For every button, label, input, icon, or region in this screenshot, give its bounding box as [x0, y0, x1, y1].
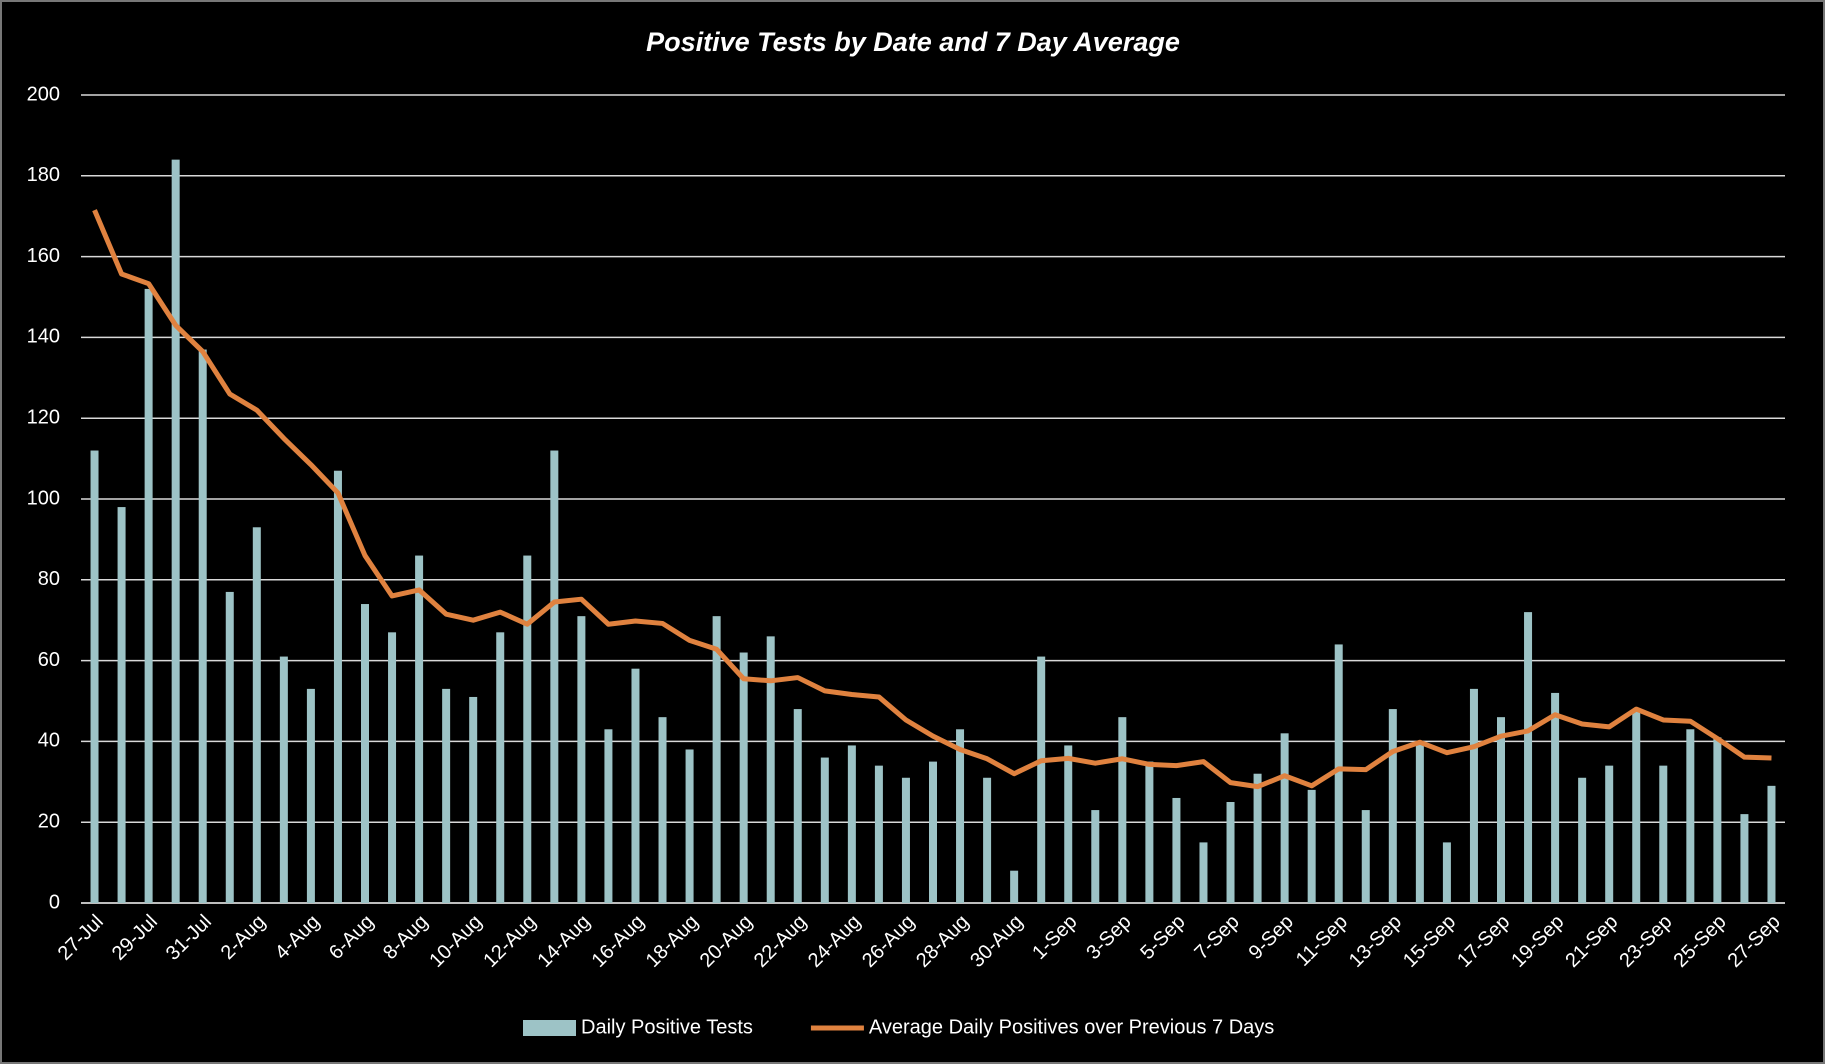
bar: [658, 717, 667, 903]
bar: [820, 757, 829, 903]
bar: [793, 709, 802, 903]
y-tick-label: 20: [38, 810, 60, 832]
bar: [847, 745, 856, 903]
bar: [306, 688, 315, 903]
bar: [1497, 717, 1505, 903]
bar: [983, 777, 992, 903]
bar: [1091, 810, 1100, 903]
bar: [712, 616, 721, 903]
bar: [279, 656, 288, 903]
bar: [1253, 773, 1262, 903]
chart-title: Positive Tests by Date and 7 Day Average: [646, 27, 1180, 57]
bar: [1118, 717, 1127, 903]
bar: [874, 765, 883, 903]
bar: [252, 527, 261, 903]
legend-label: Average Daily Positives over Previous 7 …: [869, 1016, 1274, 1038]
bar: [388, 632, 397, 903]
bar: [1632, 709, 1641, 903]
bar: [90, 450, 99, 903]
y-tick-label: 120: [27, 406, 60, 428]
bar: [1280, 733, 1289, 903]
bar: [1226, 802, 1235, 903]
y-tick-label: 140: [27, 326, 60, 348]
bar: [1551, 692, 1560, 903]
bar: [1145, 761, 1154, 903]
bar: [1334, 644, 1343, 903]
y-tick-label: 180: [27, 164, 60, 186]
bar: [929, 761, 937, 903]
bar: [1064, 745, 1073, 903]
bar: [1172, 797, 1181, 903]
bar: [604, 729, 613, 903]
bar: [1415, 741, 1424, 903]
bar: [198, 349, 207, 903]
bar: [1767, 785, 1776, 903]
bar: [1659, 765, 1668, 903]
bar: [171, 159, 180, 903]
bar: [442, 688, 451, 903]
bar: [631, 668, 640, 903]
bar: [1307, 789, 1316, 903]
line: [92, 209, 1772, 790]
bar: [901, 777, 910, 903]
bar: [496, 632, 505, 903]
bar: [1469, 688, 1478, 903]
y-tick-label: 200: [27, 83, 60, 105]
bar: [415, 555, 424, 903]
y-tick-label: 60: [38, 649, 60, 671]
legend-label: Daily Positive Tests: [581, 1016, 753, 1038]
bar: [1605, 765, 1614, 903]
bar: [1524, 612, 1533, 903]
bar: [550, 450, 559, 903]
bar: [1199, 842, 1208, 903]
legend-swatch: [523, 1020, 576, 1036]
bar: [1361, 810, 1370, 903]
y-tick-label: 100: [27, 487, 60, 509]
bar: [1388, 709, 1397, 903]
bar: [1713, 737, 1722, 903]
bar: [333, 470, 342, 903]
y-tick-label: 40: [38, 730, 60, 752]
bar: [1686, 729, 1695, 903]
bar: [766, 636, 775, 903]
bar: [739, 652, 748, 903]
bar: [144, 288, 153, 903]
y-tick-label: 80: [38, 568, 60, 590]
bar: [225, 591, 234, 903]
bar: [117, 507, 126, 903]
bar: [1740, 814, 1749, 903]
bar: [361, 604, 369, 903]
bar: [523, 555, 532, 903]
bar: [1010, 870, 1019, 903]
y-tick-label: 0: [49, 891, 60, 913]
y-tick-label: 160: [27, 245, 60, 267]
bar: [685, 749, 694, 903]
bar: [956, 729, 965, 903]
bar: [1442, 842, 1451, 903]
bar: [1037, 656, 1046, 903]
bar: [469, 696, 478, 903]
bar: [577, 616, 586, 903]
bar: [1578, 777, 1587, 903]
